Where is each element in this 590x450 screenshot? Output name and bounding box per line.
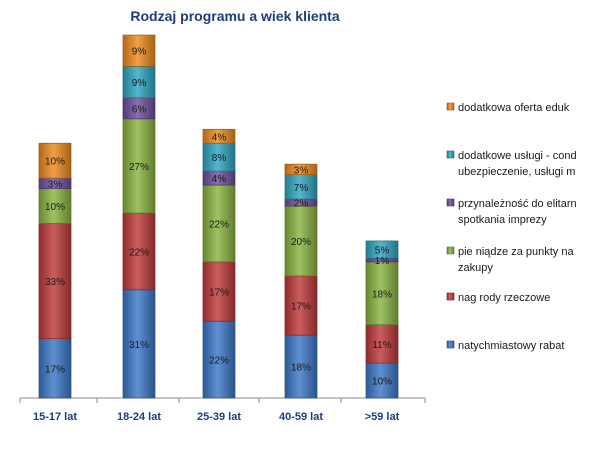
legend: dodatkowa oferta eduk dodatkowe usługi - … — [446, 102, 577, 352]
data-label: 5% — [375, 246, 390, 257]
legend-label: dodatkowe usługi - cond — [458, 150, 577, 162]
bar-segment — [284, 275, 318, 336]
bar-segment — [284, 334, 318, 399]
data-label: 18% — [291, 363, 311, 374]
data-label: 10% — [45, 157, 65, 168]
bar-segment — [202, 128, 236, 144]
x-tick-label: 25-39 lat — [197, 411, 241, 423]
bar-segment — [122, 66, 156, 99]
legend-label: pie niądze za punkty na — [458, 246, 574, 258]
bar-segment — [284, 205, 318, 277]
data-label: 9% — [132, 47, 147, 58]
legend-swatch — [446, 246, 455, 255]
legend-swatch — [446, 102, 455, 111]
legend-label: zakupy — [458, 262, 493, 274]
data-label: 8% — [212, 153, 227, 164]
bar-segment — [122, 212, 156, 291]
data-label: 27% — [129, 162, 149, 173]
legend-swatch — [446, 150, 455, 159]
bar-segment — [365, 240, 399, 259]
data-label: 11% — [372, 340, 391, 351]
bar-segment — [38, 223, 72, 340]
data-label: 20% — [291, 237, 311, 248]
data-label: 17% — [209, 288, 229, 299]
bar-segment — [284, 163, 318, 175]
bar-segment — [365, 362, 399, 399]
data-label: 17% — [45, 364, 65, 375]
data-label: 4% — [212, 132, 227, 143]
data-label: 1% — [375, 256, 390, 267]
bar-segment — [122, 34, 156, 67]
data-labels: 17% 33% 10% 3% 10% 31% 22% 27% 6% 9% 9% 22% 17% 22% 4%… — [45, 47, 392, 388]
axes — [19, 397, 426, 403]
data-label: 33% — [45, 277, 65, 288]
x-tick-label: >59 lat — [365, 411, 400, 423]
bar-segment — [202, 142, 236, 172]
x-tick-label: 15-17 lat — [33, 411, 77, 423]
chart-title: Rodzaj programu a wiek klienta — [130, 8, 340, 24]
data-label: 2% — [294, 199, 309, 210]
data-label: 9% — [132, 78, 147, 89]
data-label: 10% — [372, 377, 392, 388]
data-label: 7% — [294, 183, 309, 194]
bars — [38, 34, 399, 399]
data-label: 22% — [209, 220, 229, 231]
legend-label: ubezpieczenie, usługi m — [458, 166, 575, 178]
data-label: 17% — [291, 302, 311, 313]
data-label: 31% — [129, 340, 149, 351]
data-label: 4% — [212, 174, 227, 185]
bar-segment — [284, 174, 318, 200]
x-tick-labels: 15-17 lat 18-24 lat 25-39 lat 40-59 lat >59 … — [33, 411, 400, 423]
bar-segment — [38, 188, 72, 224]
data-label: 18% — [372, 289, 392, 300]
data-label: 22% — [129, 247, 149, 258]
x-tick-label: 40-59 lat — [279, 411, 323, 423]
x-tick-label: 18-24 lat — [117, 411, 161, 423]
data-label: 10% — [45, 202, 65, 213]
bar-segment — [38, 142, 72, 179]
legend-label: natychmiastowy rabat — [458, 340, 564, 352]
legend-label: spotkania imprezy — [458, 214, 547, 226]
legend-swatch — [446, 292, 455, 301]
bar-segment — [202, 184, 236, 263]
data-label: 3% — [48, 179, 63, 190]
data-label: 22% — [209, 356, 229, 367]
data-label: 6% — [132, 104, 147, 115]
bar-segment — [202, 261, 236, 322]
legend-label: przynależność do elitarn — [458, 198, 577, 210]
legend-label: nag rody rzeczowe — [458, 292, 550, 304]
legend-swatch — [446, 340, 455, 349]
legend-swatch — [446, 198, 455, 207]
bar-segment — [122, 289, 156, 399]
legend-label: dodatkowa oferta eduk — [458, 102, 570, 114]
data-label: 3% — [294, 165, 309, 176]
bar-segment — [122, 118, 156, 214]
